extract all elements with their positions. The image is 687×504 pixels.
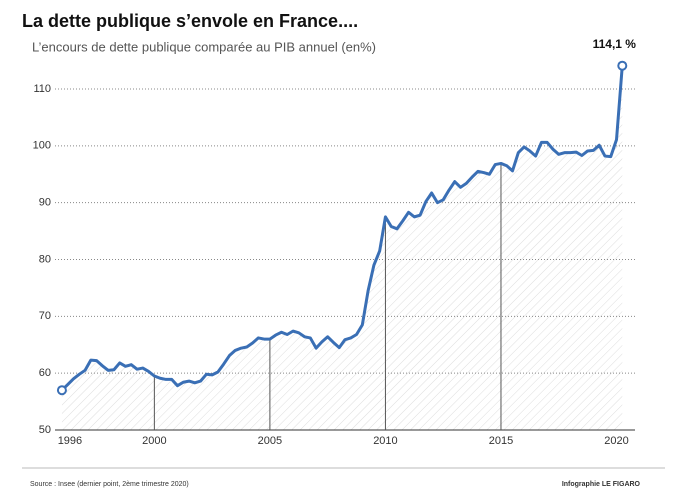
- y-tick-label: 60: [39, 367, 51, 379]
- y-tick-label: 80: [39, 253, 51, 265]
- credit: Infographie LE FIGARO: [562, 481, 641, 488]
- x-tick-label: 2015: [489, 435, 513, 447]
- x-tick-label: 2005: [258, 435, 282, 447]
- y-tick-label: 50: [39, 424, 51, 436]
- y-tick-label: 70: [39, 310, 51, 322]
- y-tick-label: 100: [33, 140, 51, 152]
- chart-title: La dette publique s’envole en France....: [22, 11, 358, 31]
- y-tick-label: 110: [33, 83, 51, 95]
- value-label: 114,1 %: [593, 37, 637, 51]
- x-tick-label: 2000: [142, 435, 166, 447]
- point: [56, 385, 67, 396]
- x-tick-label: 2010: [373, 435, 397, 447]
- source: Source : Insee (dernier point, 2ème trim…: [30, 481, 189, 488]
- point: [617, 60, 628, 71]
- x-tick-label: 1996: [58, 435, 82, 447]
- chart-subtitle: L’encours de dette publique comparée au …: [32, 39, 376, 54]
- x-tick-label: 2020: [604, 435, 628, 447]
- y-tick-label: 90: [39, 197, 51, 209]
- area-fill: [61, 65, 623, 430]
- line: [60, 65, 624, 392]
